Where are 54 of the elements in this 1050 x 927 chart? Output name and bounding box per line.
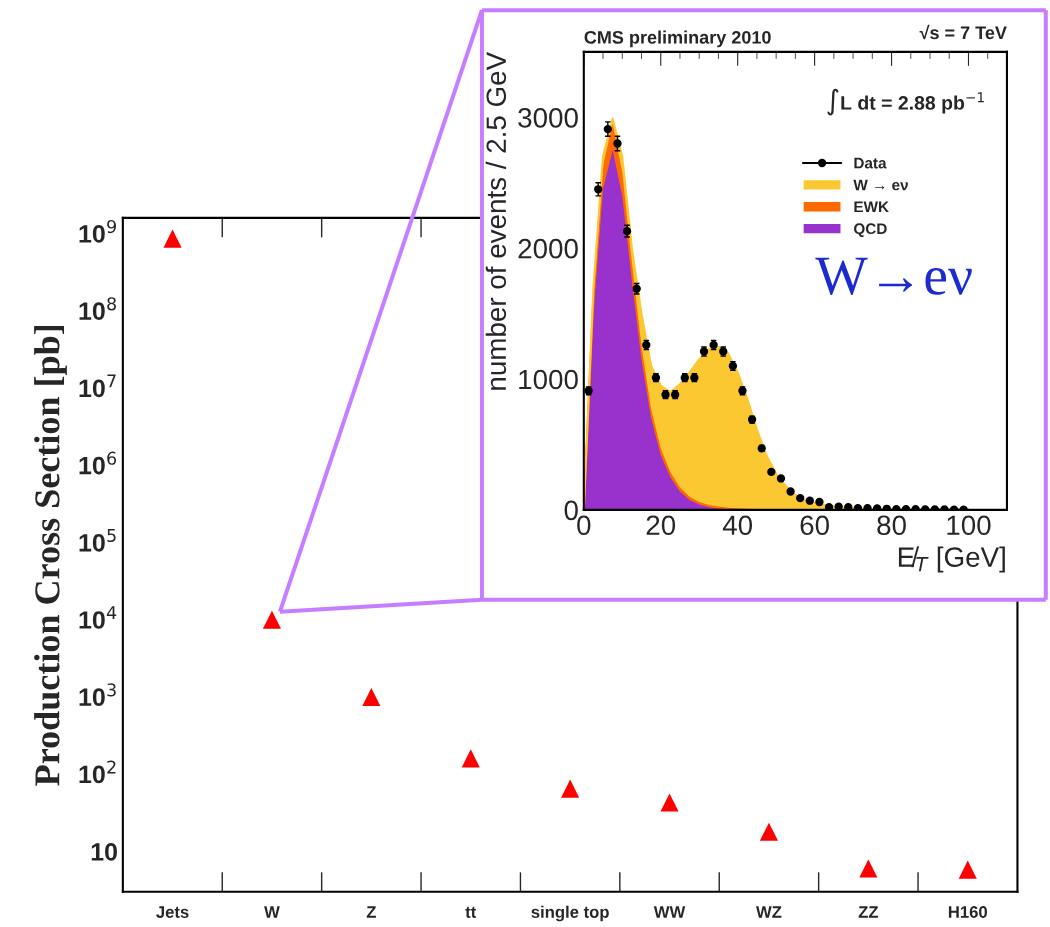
point [362, 687, 381, 706]
text: √s = 7 TeV [919, 24, 1007, 40]
point [958, 860, 977, 879]
chart-title: CMS preliminary 2010 [584, 30, 771, 48]
point [759, 822, 778, 841]
x-axis-title: E̸$_{T}$ [GeV] [898, 546, 1005, 573]
y-tick-label: 10$^{5}$ [79, 529, 116, 552]
x-tick-label: 100 [947, 515, 991, 536]
point [796, 493, 805, 503]
x-tick-label: WZ [756, 906, 782, 918]
y-tick-label: 2000 [518, 238, 578, 259]
point [603, 124, 613, 134]
y-tick-label: 10$^{4}$ [79, 606, 117, 629]
y-axis-title: number of events / 2.5 GeV [485, 52, 507, 390]
point [163, 229, 182, 248]
x-tick-label: ZZ [858, 906, 879, 918]
y-tick-label: 10$^{8}$ [79, 297, 116, 320]
point [660, 793, 679, 812]
point [561, 779, 580, 798]
annotation: ∫L dt = 2.88 pb$^{−1}$ [827, 88, 984, 116]
x-tick-label: 40 [722, 515, 753, 536]
y-tick-label: 0 [564, 500, 578, 521]
y-tick-label: 10$^{3}$ [79, 683, 116, 707]
x-tick-label: Jets [156, 906, 189, 918]
point [613, 139, 622, 148]
legend-label: EWK [854, 201, 889, 213]
x-tick-label: Z [366, 906, 376, 918]
point [461, 749, 480, 768]
legend-label: W → eν [853, 179, 908, 191]
x-tick-label: 20 [646, 515, 676, 536]
x-tick-label: single top [531, 905, 609, 922]
y-tick-label: 10$^{6}$ [79, 451, 117, 475]
point [262, 610, 281, 629]
y-tick-label: 3000 [518, 108, 578, 128]
x-tick-label: tt [465, 906, 477, 918]
x-tick-label: 60 [800, 515, 829, 536]
point [776, 474, 786, 483]
y-tick-label: 10$^{2}$ [79, 760, 116, 784]
x-tick-label: WW [653, 906, 686, 918]
x-tick-label: H160 [948, 906, 987, 918]
x-tick-label: W [264, 906, 280, 918]
legend-label: Data [854, 157, 887, 169]
y-tick-label: 10 [91, 843, 117, 861]
annotation: W→eν [815, 257, 972, 296]
legend-label: QCD [854, 223, 887, 237]
y-tick-label: 1000 [519, 369, 578, 390]
point [805, 496, 814, 505]
y-tick-label: 10$^{9}$ [79, 219, 116, 243]
y-tick-label: 10$^{7}$ [79, 374, 116, 398]
point [859, 859, 878, 878]
x-tick-label: 0 [577, 515, 591, 536]
y-axis-title: Production Cross Section [pb] [34, 325, 67, 786]
point [594, 185, 603, 194]
x-tick-label: 80 [877, 515, 906, 536]
